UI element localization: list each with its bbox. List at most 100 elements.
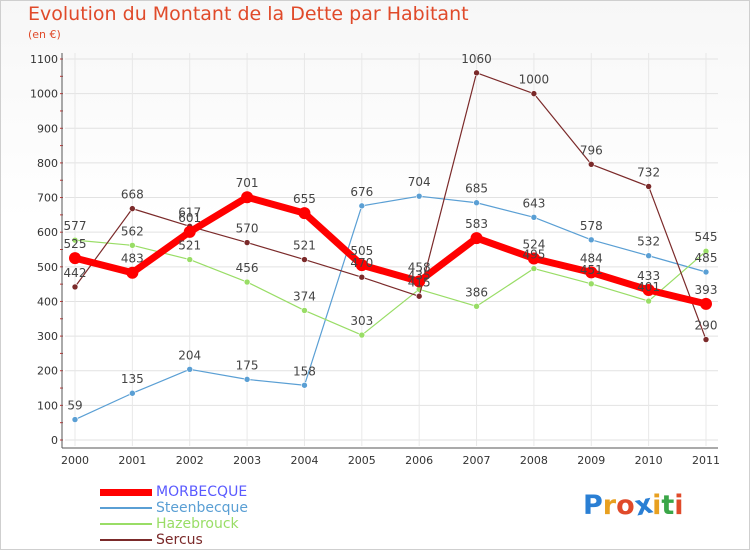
data-point xyxy=(186,366,194,373)
data-label: 521 xyxy=(178,239,201,253)
data-point xyxy=(642,284,655,297)
data-point xyxy=(355,259,368,272)
y-tick-label: 500 xyxy=(37,261,58,274)
data-label: 601 xyxy=(178,211,201,225)
series-line xyxy=(71,193,710,308)
data-point xyxy=(413,275,426,288)
data-point xyxy=(301,381,308,389)
data-labels: 525 483 601 701 655 505 458 583 524 484 433 393 59 13… xyxy=(64,52,718,413)
data-point xyxy=(645,297,652,305)
data-label: 676 xyxy=(350,185,373,199)
data-label: 303 xyxy=(350,314,373,328)
data-label: 442 xyxy=(64,266,87,280)
data-label: 583 xyxy=(465,217,488,231)
data-label: 701 xyxy=(236,176,259,190)
series-sercus xyxy=(71,69,710,343)
legend-label: Steenbecque xyxy=(156,500,249,516)
data-label: 532 xyxy=(637,235,660,249)
data-point xyxy=(587,160,595,168)
x-tick-label: 2010 xyxy=(635,454,663,467)
data-point xyxy=(71,416,79,423)
logo-letter: r xyxy=(602,490,617,521)
data-label: 732 xyxy=(637,165,660,179)
data-label: 456 xyxy=(236,261,259,275)
y-tick-label: 600 xyxy=(37,226,58,239)
series-hazebrouck xyxy=(71,236,710,339)
data-label: 135 xyxy=(121,372,144,386)
legend-item: Hazebrouck xyxy=(100,516,248,532)
legend: MORBECQUE Steenbecque Hazebrouck Sercus xyxy=(100,484,248,548)
data-label: 483 xyxy=(121,252,144,266)
series-steenbecque xyxy=(71,192,710,423)
data-label: 643 xyxy=(522,196,545,210)
data-point xyxy=(530,265,538,272)
x-tick-label: 2008 xyxy=(520,454,548,467)
legend-item: Steenbecque xyxy=(100,500,248,516)
data-point xyxy=(702,336,710,343)
data-point xyxy=(473,303,480,310)
data-label: 525 xyxy=(64,237,87,251)
y-tick-label: 0 xyxy=(51,434,58,447)
x-tick-label: 2001 xyxy=(118,454,146,467)
data-point xyxy=(129,242,136,249)
legend-swatch xyxy=(100,507,152,509)
y-tick-label: 400 xyxy=(37,295,58,308)
data-point xyxy=(186,256,194,263)
data-point xyxy=(69,252,81,265)
data-label: 470 xyxy=(350,256,373,270)
x-tick-label: 2000 xyxy=(61,454,89,467)
data-label: 562 xyxy=(121,224,144,238)
data-point xyxy=(702,268,710,276)
data-label: 386 xyxy=(465,285,488,299)
chart-unit-label: (en €) xyxy=(28,28,61,41)
data-label: 655 xyxy=(293,192,316,206)
data-label: 668 xyxy=(121,188,144,202)
x-tick-label: 2011 xyxy=(692,454,720,467)
data-label: 451 xyxy=(580,263,603,277)
data-label: 435 xyxy=(408,268,431,282)
data-label: 393 xyxy=(695,283,718,297)
x-tick-label: 2006 xyxy=(405,454,433,467)
data-label: 578 xyxy=(580,219,603,233)
data-point xyxy=(358,331,366,339)
legend-label: Hazebrouck xyxy=(156,516,239,532)
data-label: 505 xyxy=(350,244,373,258)
data-point xyxy=(700,297,712,310)
data-point xyxy=(587,236,595,244)
data-label: 374 xyxy=(293,289,316,303)
x-tick-label: 2004 xyxy=(290,454,318,467)
data-point xyxy=(470,232,483,245)
grid xyxy=(65,53,718,446)
data-label: 433 xyxy=(637,269,660,283)
series-line xyxy=(74,239,707,336)
data-label: 290 xyxy=(695,319,718,333)
y-tick-label: 300 xyxy=(37,330,58,343)
logo-letter: i xyxy=(674,490,684,521)
data-label: 617 xyxy=(178,205,201,219)
data-point xyxy=(415,192,423,200)
x-tick-label: 2007 xyxy=(463,454,491,467)
y-tick-label: 1000 xyxy=(30,88,58,101)
logo-letter: t xyxy=(661,490,675,521)
data-label: 545 xyxy=(695,230,718,244)
data-point xyxy=(358,202,366,210)
data-point xyxy=(358,273,366,281)
data-point xyxy=(473,199,480,207)
series-lines xyxy=(69,69,712,423)
data-point xyxy=(243,376,251,383)
data-label: 158 xyxy=(293,364,316,378)
data-label: 685 xyxy=(465,182,488,196)
axes: 0 100 200 300 400 500 600 700 800 900 1000 1100 2000… xyxy=(30,53,720,467)
legend-item: Sercus xyxy=(100,532,248,548)
data-point xyxy=(301,307,308,314)
data-label: 570 xyxy=(236,222,259,236)
data-point xyxy=(702,247,710,255)
data-point xyxy=(645,183,652,190)
data-label: 577 xyxy=(64,219,87,233)
data-point xyxy=(129,205,136,212)
proxiti-logo: Proxiti xyxy=(583,489,684,523)
chart-title: Evolution du Montant de la Dette par Hab… xyxy=(28,3,469,25)
data-label: 1060 xyxy=(461,52,492,66)
data-label: 59 xyxy=(67,399,82,413)
